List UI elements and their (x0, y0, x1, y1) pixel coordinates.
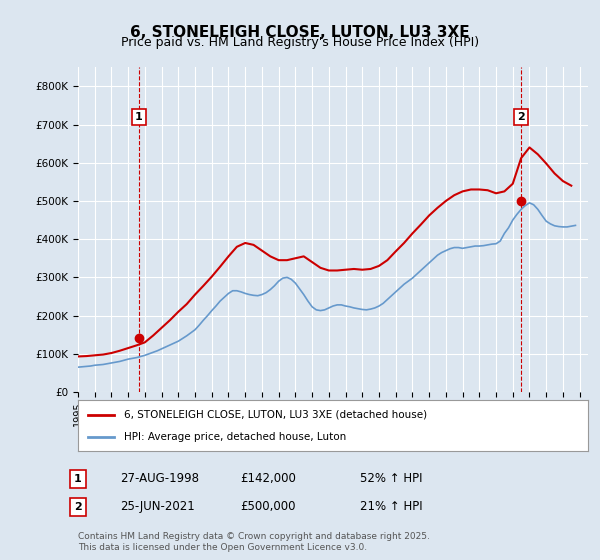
Text: 27-AUG-1998: 27-AUG-1998 (120, 472, 199, 486)
Text: 1: 1 (74, 474, 82, 484)
Text: 1: 1 (135, 112, 143, 122)
Text: 21% ↑ HPI: 21% ↑ HPI (360, 500, 422, 514)
Text: £142,000: £142,000 (240, 472, 296, 486)
Text: Contains HM Land Registry data © Crown copyright and database right 2025.
This d: Contains HM Land Registry data © Crown c… (78, 532, 430, 552)
Text: 6, STONELEIGH CLOSE, LUTON, LU3 3XE: 6, STONELEIGH CLOSE, LUTON, LU3 3XE (130, 25, 470, 40)
Text: 6, STONELEIGH CLOSE, LUTON, LU3 3XE (detached house): 6, STONELEIGH CLOSE, LUTON, LU3 3XE (det… (124, 409, 427, 419)
Text: HPI: Average price, detached house, Luton: HPI: Average price, detached house, Luto… (124, 432, 346, 442)
Text: Price paid vs. HM Land Registry's House Price Index (HPI): Price paid vs. HM Land Registry's House … (121, 36, 479, 49)
Text: 2: 2 (74, 502, 82, 512)
Text: 2: 2 (517, 112, 524, 122)
Text: 25-JUN-2021: 25-JUN-2021 (120, 500, 195, 514)
Text: 52% ↑ HPI: 52% ↑ HPI (360, 472, 422, 486)
Text: £500,000: £500,000 (240, 500, 296, 514)
